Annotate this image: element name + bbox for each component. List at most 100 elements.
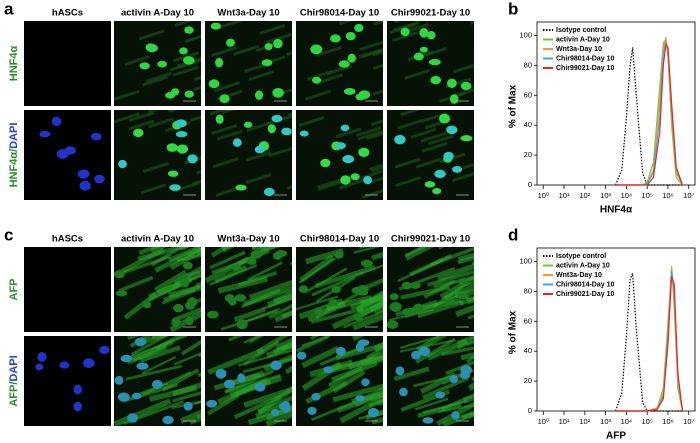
nucleus	[157, 60, 168, 68]
fiber	[317, 73, 344, 85]
nucleus	[409, 281, 421, 289]
fiber	[394, 157, 421, 169]
nucleus	[131, 392, 142, 400]
nucleus	[187, 297, 198, 307]
fiber	[417, 299, 465, 319]
nucleus	[449, 374, 459, 384]
fiber	[397, 118, 424, 130]
fiber	[421, 141, 448, 153]
nucleus	[219, 94, 230, 104]
fiber	[409, 253, 453, 277]
fiber	[281, 310, 292, 319]
fiber	[315, 45, 342, 57]
fiber	[332, 383, 383, 403]
fiber	[286, 51, 292, 57]
nucleus	[443, 151, 454, 161]
column-label: activin A-Day 10	[121, 8, 194, 19]
fiber	[423, 279, 456, 299]
micrograph	[114, 336, 201, 426]
nucleus	[307, 406, 317, 415]
fiber	[228, 336, 244, 342]
column-label: hASCs	[52, 234, 83, 245]
nucleus	[232, 138, 242, 147]
column-label: Wnt3a-Day 10	[217, 234, 279, 245]
fiber	[473, 55, 474, 59]
panel-letter: b	[508, 0, 518, 18]
fiber	[242, 285, 292, 307]
x-axis-label: HNF4α	[600, 205, 633, 216]
nucleus	[354, 23, 364, 33]
nucleus	[439, 113, 450, 124]
fiber	[463, 395, 474, 404]
fiber	[138, 29, 165, 41]
nucleus	[134, 337, 147, 347]
x-tick-label: 10⁴	[621, 417, 633, 426]
fiber	[128, 119, 155, 131]
nucleus	[64, 146, 77, 155]
histogram-curve	[615, 270, 684, 412]
fiber	[216, 129, 243, 141]
fiber	[317, 179, 344, 191]
fiber	[243, 336, 261, 344]
fiber	[259, 23, 286, 35]
nucleus	[255, 90, 264, 100]
fiber	[439, 274, 474, 301]
y-tick-label: 40	[524, 120, 532, 129]
nucleus	[246, 257, 257, 265]
fiber	[142, 162, 169, 173]
nucleus	[419, 28, 429, 38]
fiber	[466, 296, 474, 305]
nucleus	[39, 130, 51, 138]
fiber	[168, 110, 178, 113]
row-label-part: DAPI	[8, 123, 20, 149]
fiber	[267, 146, 292, 158]
fiber	[427, 134, 454, 146]
fiber	[296, 295, 339, 311]
nucleus	[169, 184, 181, 192]
nucleus	[320, 158, 331, 168]
fiber	[172, 382, 201, 397]
x-tick-label: 10¹	[559, 417, 570, 426]
x-tick-label: 10¹	[559, 191, 570, 200]
row-label: HNF4α	[8, 46, 20, 82]
nucleus	[94, 174, 105, 184]
micrograph-bg	[24, 247, 111, 332]
fiber	[186, 270, 201, 277]
y-tick-label: 0	[528, 406, 532, 415]
nucleus	[99, 345, 110, 355]
fiber	[462, 162, 474, 170]
fiber	[168, 247, 201, 263]
nucleus	[166, 143, 178, 152]
fiber	[131, 336, 169, 356]
fiber	[195, 169, 201, 175]
nucleus	[424, 181, 436, 188]
nucleus	[296, 351, 307, 360]
fiber	[469, 21, 474, 25]
y-tick-label: 80	[524, 60, 532, 69]
fiber	[415, 157, 442, 169]
fiber	[352, 313, 383, 331]
micrograph	[296, 336, 383, 426]
micrograph	[387, 21, 474, 106]
fiber	[120, 247, 165, 274]
nucleus	[273, 38, 283, 49]
x-axis-label: AFP	[606, 431, 626, 442]
fiber	[172, 391, 201, 403]
fiber	[190, 297, 201, 306]
fiber	[314, 264, 376, 289]
nucleus	[182, 261, 193, 270]
nucleus	[183, 401, 193, 411]
fiber	[301, 361, 343, 391]
nucleus	[118, 159, 127, 169]
nucleus	[458, 277, 468, 286]
legend-label: activin A-Day 10	[556, 36, 610, 43]
nucleus	[426, 30, 436, 40]
fiber	[461, 412, 474, 421]
fiber	[245, 173, 272, 185]
fiber	[248, 336, 264, 344]
nucleus	[335, 142, 346, 150]
nucleus	[237, 373, 246, 383]
fiber	[404, 68, 431, 80]
x-tick-label: 10⁴	[621, 191, 633, 200]
fiber	[437, 263, 474, 282]
